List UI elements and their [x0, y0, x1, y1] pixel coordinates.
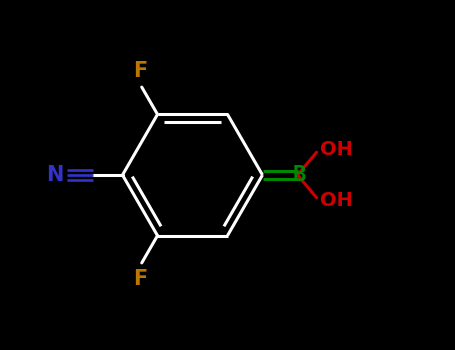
Text: B: B [293, 165, 306, 185]
Text: OH: OH [320, 140, 353, 159]
Text: OH: OH [320, 191, 353, 210]
Text: F: F [133, 61, 147, 81]
Text: F: F [133, 269, 147, 289]
Text: N: N [46, 165, 64, 185]
